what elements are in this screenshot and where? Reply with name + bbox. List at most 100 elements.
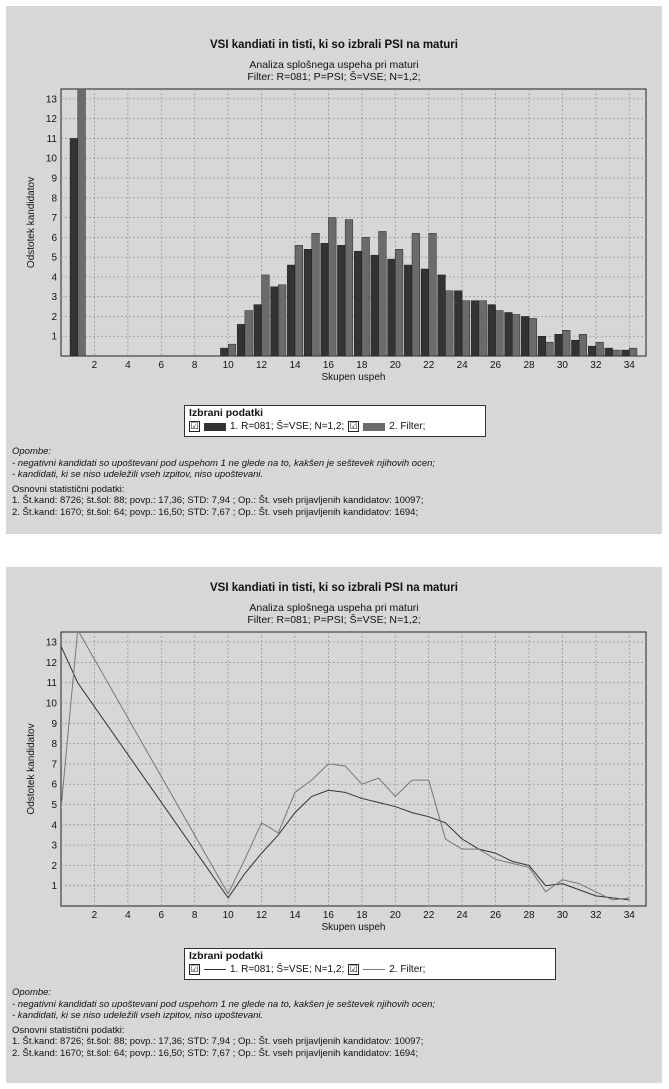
line-chart-panel: VSI kandiati in tisti, ki so izbrali PSI… (6, 567, 662, 1083)
x-tick-label: 30 (557, 910, 569, 921)
notes-line-1: - negativni kandidati so upoštevani pod … (12, 457, 436, 469)
chart-filter-text: Filter: R=081; P=PSI; Š=VSE; N=1,2; (247, 71, 421, 83)
chart-filter-text: Filter: R=081; P=PSI; Š=VSE; N=1,2; (247, 614, 421, 626)
legend-title: Izbrani podatki (189, 407, 264, 419)
line-series-2 (61, 632, 630, 901)
bar-series-1 (554, 334, 563, 356)
x-tick-label: 26 (490, 360, 502, 371)
y-tick-label: 13 (46, 638, 58, 649)
y-tick-label: 10 (46, 699, 58, 710)
legend-row: ☑ 1. R=081; Š=VSE; N=1,2; ☑ 2. Filter; (189, 964, 425, 975)
chart-title: VSI kandiati in tisti, ki so izbrali PSI… (210, 582, 458, 594)
x-tick-label: 8 (192, 360, 198, 371)
bar-series-2 (478, 300, 487, 356)
y-tick-label: 2 (51, 861, 57, 872)
bar-series-2 (344, 219, 354, 356)
stats-line-2: 2. Št.kand: 1670; št.šol: 64; povp.: 16,… (12, 1047, 419, 1059)
bar-series-1 (370, 254, 379, 356)
x-tick-label: 6 (159, 910, 165, 921)
y-tick-label: 9 (51, 174, 57, 185)
bar-series-2 (528, 318, 537, 356)
y-tick-label: 12 (46, 114, 58, 125)
notes-line-2: - kandidati, ki se niso udeležili vseh i… (12, 469, 264, 480)
bar-series-1 (571, 339, 580, 356)
bar-series-2 (578, 334, 588, 356)
x-tick-label: 24 (457, 360, 469, 371)
bar-series-1 (69, 138, 78, 356)
x-tick-label: 16 (323, 360, 335, 371)
bar-series-1 (537, 336, 546, 356)
plot-area (60, 88, 647, 357)
x-tick-label: 20 (390, 360, 402, 371)
y-tick-label: 5 (51, 253, 57, 264)
notes-block: Opombe: - negativni kandidati so upoštev… (12, 987, 435, 1059)
bar-series-2 (545, 341, 554, 356)
x-tick-label: 16 (323, 910, 335, 921)
x-tick-label: 20 (390, 910, 402, 921)
bar-series-1 (604, 347, 613, 356)
bar-chart-panel: VSI kandiati in tisti, ki so izbrali PSI… (6, 6, 662, 534)
bar-series-2 (227, 343, 237, 356)
stats-line-1: 1. Št.kand: 8726; št.šol: 88; povp.: 17,… (12, 495, 424, 506)
stats-heading: Osnovni statistični podatki: (12, 1024, 125, 1036)
y-tick-label: 6 (51, 233, 57, 244)
x-tick-label: 2 (92, 910, 98, 921)
y-axis-label: Odstotek kandidatov (26, 723, 37, 814)
x-tick-label: 28 (523, 910, 535, 921)
bar-series-1 (270, 286, 279, 356)
y-tick-label: 11 (47, 134, 58, 145)
legend-label-2: 2. Filter; (389, 964, 426, 975)
bar-series-1 (387, 258, 396, 356)
x-tick-label: 6 (159, 360, 165, 371)
notes-heading: Opombe: (12, 446, 52, 457)
stats-line-2: 2. Št.kand: 1670; št.šol: 64; povp.: 16,… (12, 506, 419, 518)
legend-checkbox-2[interactable]: ☑ (348, 964, 360, 975)
plot-area (60, 631, 647, 907)
line-chart: 2 4 6 8 10 12 14 16 18 20 22 24 26 28 30 32 341234567891… (26, 631, 647, 933)
x-tick-label: 34 (624, 910, 636, 921)
legend-box: Izbrani podatki ☑ 1. R=081; Š=VSE; N=1,2… (184, 405, 486, 437)
y-tick-label: 7 (51, 759, 57, 770)
legend-label-1: 1. R=081; Š=VSE; N=1,2; (230, 964, 345, 975)
bar-chart: 2 4 6 8 10 12 14 16 18 20 22 24 26 28 30 32 341234567891… (26, 88, 647, 383)
y-tick-label: 3 (51, 292, 57, 303)
legend-checkbox-1[interactable]: ☑ (189, 421, 200, 432)
notes-line-2: - kandidati, ki se niso udeležili vseh i… (12, 1010, 264, 1021)
y-tick-label: 1 (51, 332, 57, 343)
y-tick-label: 7 (51, 213, 57, 224)
x-tick-label: 8 (192, 910, 198, 921)
y-tick-label: 5 (51, 800, 57, 811)
y-tick-label: 8 (51, 193, 57, 204)
bar-series-1 (353, 250, 363, 356)
x-tick-label: 10 (223, 910, 235, 921)
x-tick-label: 18 (356, 910, 368, 921)
bar-series-2 (294, 245, 303, 356)
bar-series-2 (244, 310, 253, 356)
legend-checkbox-1[interactable]: ☑ (189, 964, 200, 975)
y-tick-label: 6 (51, 780, 57, 791)
y-tick-label: 9 (51, 719, 57, 730)
notes-block: Opombe: - negativni kandidati so upoštev… (12, 446, 435, 518)
legend-line-swatch-1 (204, 969, 226, 970)
bar-series-2 (328, 217, 337, 356)
y-tick-label: 4 (51, 272, 57, 283)
x-tick-label: 12 (256, 910, 268, 921)
x-tick-label: 30 (557, 360, 569, 371)
bar-series-1 (420, 268, 429, 356)
y-tick-label: 10 (46, 154, 58, 165)
bar-series-2 (311, 233, 320, 356)
bar-series-1 (521, 316, 530, 356)
stats-line-1: 1. Št.kand: 8726; št.šol: 88; povp.: 17,… (12, 1036, 424, 1047)
bar-series-2 (411, 233, 420, 356)
legend-checkbox-2[interactable]: ☑ (348, 421, 360, 432)
x-tick-label: 10 (223, 360, 235, 371)
x-tick-label: 4 (125, 360, 131, 371)
bar-series-1 (287, 264, 296, 356)
stats-heading: Osnovni statistični podatki: (12, 483, 125, 495)
y-axis-label: Odstotek kandidatov (26, 177, 37, 268)
bar-series-2 (595, 341, 604, 356)
bar-series-2 (278, 284, 287, 356)
y-tick-label: 3 (51, 841, 57, 852)
bar-series-2 (495, 310, 504, 356)
legend-swatch-2 (363, 422, 386, 431)
